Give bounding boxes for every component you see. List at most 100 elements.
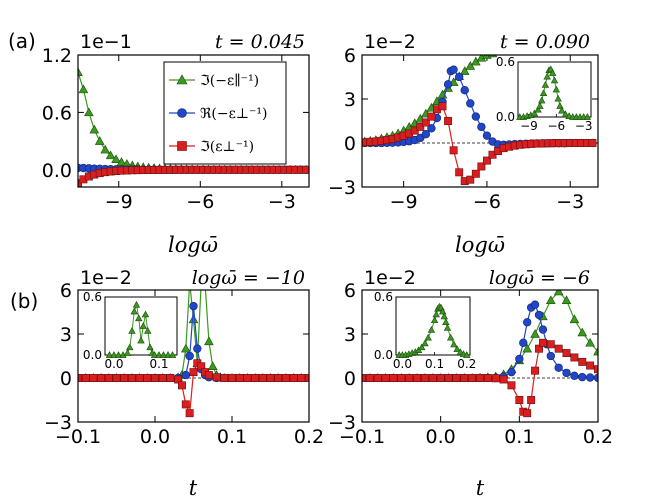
legend-entry-1: ℜ(−ε⊥⁻¹): [169, 106, 267, 122]
series-triangle-point-24: [545, 295, 556, 305]
series-square-point-29: [562, 349, 571, 358]
series-square-point-42: [302, 165, 309, 174]
x-tick-label: −0.1: [339, 426, 385, 448]
series-square-point-32: [289, 374, 298, 382]
series-circle-point-17: [449, 65, 458, 74]
series-square-point-9: [143, 374, 152, 382]
x-tick-label: −6: [473, 191, 501, 213]
y-tick-label: −3: [328, 177, 356, 199]
series-circle-point-16: [189, 301, 198, 311]
inset-frame: [517, 61, 592, 118]
series-square-point-16: [449, 146, 458, 155]
series-square-point-22: [482, 156, 491, 165]
series-triangle-point-29: [585, 337, 595, 347]
series-square-point-4: [104, 374, 113, 382]
series-square-point-5: [397, 374, 406, 382]
series-square-point-13: [460, 374, 469, 382]
inset-triangle-point-8: [421, 339, 429, 347]
x-tick-label: −9: [105, 191, 133, 213]
inset-y-tick-label: 0.6: [83, 290, 102, 304]
inset-triangle-point-7: [538, 96, 546, 104]
series-square-point-7: [127, 374, 136, 382]
series-circle-point-29: [554, 363, 563, 372]
inset-triangle-point-8: [132, 300, 141, 308]
series-square-point-27: [546, 340, 555, 349]
y-tick-label: 6: [60, 280, 72, 302]
inset-triangle-point-17: [556, 102, 564, 109]
series-square-point-15: [181, 400, 190, 409]
series-square-point-24: [228, 374, 236, 382]
series-square-point-22: [523, 409, 532, 418]
inset-triangle-point-14: [550, 76, 559, 84]
series-circle-point-17: [193, 344, 202, 353]
plot-frame-b-left: [77, 289, 310, 423]
inset-triangle-point-4: [530, 109, 539, 117]
x-tick-label: 0.1: [217, 426, 247, 448]
chart-a-right: −9 −6 −3 −3 0 3 6 1e−2 t = 0.090 logω̄ −9 −6 −3 0…: [328, 31, 599, 257]
series-square-point-12: [427, 112, 436, 121]
series-square-point-17: [455, 168, 464, 177]
inset-triangle-point-8: [539, 89, 548, 97]
inset-triangle-point-15: [552, 85, 561, 93]
series-square-point-10: [416, 122, 425, 131]
series-triangle-point-15: [180, 343, 191, 353]
series-triangle-point-1: [78, 84, 89, 94]
legend-label-1: ℜ(−ε⊥⁻¹): [200, 106, 267, 122]
scale-label-b-right: 1e−2: [364, 267, 416, 289]
series-triangle-point-30: [593, 346, 598, 356]
inset-triangle-point-12: [141, 310, 150, 318]
inset-triangle-point-18: [558, 106, 566, 114]
scale-label-b-left: 1e−2: [80, 267, 132, 289]
inset-triangle-point-5: [126, 343, 134, 351]
series-square-point-17: [491, 374, 500, 383]
x-tick-label: 0.0: [426, 426, 456, 448]
x-tick-label: 0.2: [583, 426, 613, 448]
inset-a-right: −9 −6 −3 0.0 0.6: [496, 55, 593, 133]
inset-triangle-point-2: [114, 351, 123, 358]
series-square-point-26: [243, 374, 252, 382]
series-square-point-16: [483, 374, 492, 382]
series-square-point-4: [389, 374, 398, 382]
series-circle-point-19: [460, 86, 469, 95]
series-square-point-26: [538, 338, 547, 347]
annotation-a-left: t = 0.045: [215, 31, 305, 53]
series-square-point-2: [89, 374, 98, 382]
chart-b-left: −0.1 0.0 0.1 0.2 −3 0 3 6 1e−2 logω̄ = −10 t 0.…: [44, 267, 324, 500]
inset-triangle-point-13: [548, 69, 557, 76]
series-triangle-point-2: [84, 107, 94, 117]
series-triangle-point-19: [465, 61, 476, 70]
series-circle-point-15: [443, 80, 453, 89]
xlabel-a-left: logω̄: [168, 233, 218, 257]
inset-triangle-point-10: [543, 72, 551, 80]
annotation-b-right: logω̄ = −6: [489, 267, 590, 289]
series-square-point-16: [185, 409, 194, 418]
series-square-point-2: [373, 374, 382, 382]
series-square-point-29: [266, 374, 275, 382]
series-circle-point-20: [515, 354, 524, 364]
series-triangle-point-21: [522, 343, 533, 353]
series-square-point-28: [554, 344, 563, 353]
series-square-point-27: [251, 374, 260, 382]
series-circle-point-30: [562, 368, 571, 378]
panel-label-a: (a): [8, 29, 36, 53]
series-square-point-33: [297, 374, 306, 382]
panel-label-b: (b): [10, 289, 38, 313]
inset-b-right: 0.0 0.1 0.2 0.0 0.6: [374, 290, 476, 371]
inset-triangle-point-6: [536, 102, 544, 109]
series-square-point-8: [135, 374, 144, 382]
series-triangle-point-6: [105, 150, 116, 160]
series-square-point-31: [578, 357, 587, 366]
x-tick-label: −6: [186, 191, 214, 213]
series-square-point-9: [428, 374, 437, 382]
inset-triangle-point-6: [128, 327, 136, 334]
annotation-a-right: t = 0.090: [500, 31, 590, 53]
axis-ticks-a-right: −9 −6 −3 −3 0 3 6: [328, 45, 598, 213]
series-square-point-15: [444, 117, 453, 125]
series-circle-point-22: [477, 122, 486, 132]
series-square-point-1: [365, 374, 374, 382]
inset-x-tick-label: 0.1: [425, 357, 444, 371]
series-square-point-8: [420, 374, 429, 382]
series-triangle-point-21: [204, 336, 214, 346]
axis-ticks-b-left: −0.1 0.0 0.1 0.2 −3 0 3 6: [44, 280, 324, 448]
